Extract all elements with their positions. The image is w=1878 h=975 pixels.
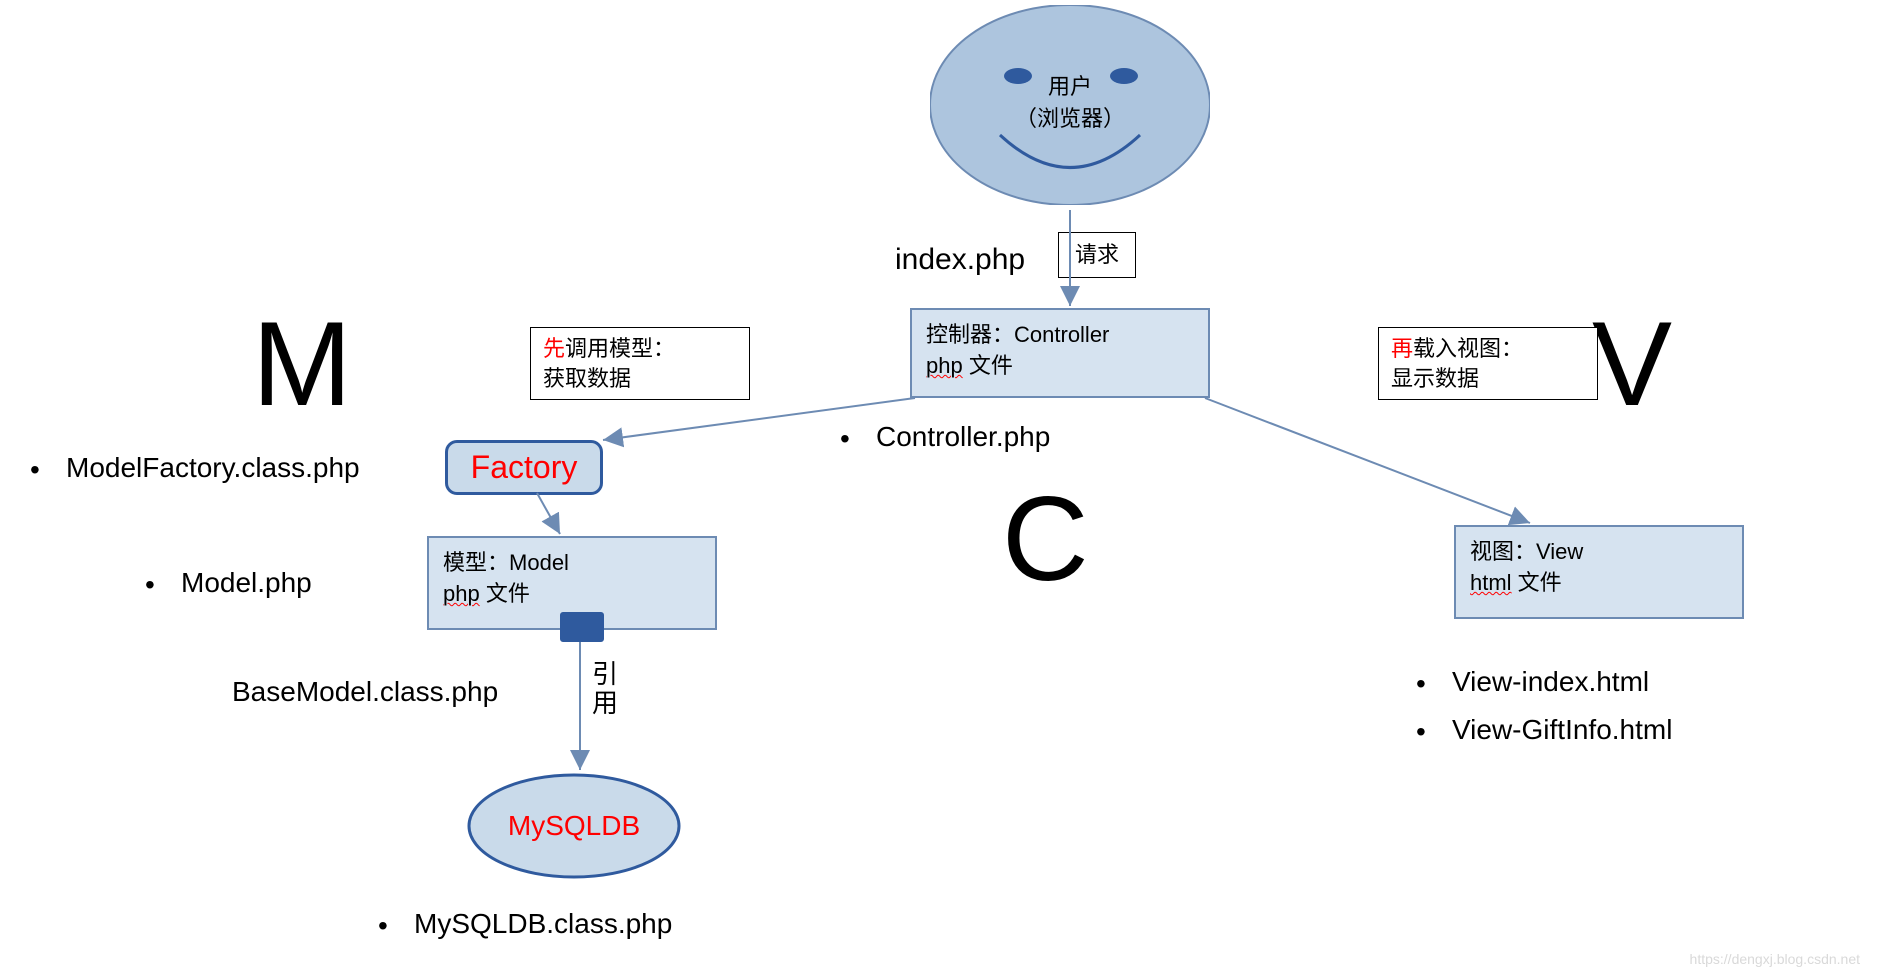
index-php-label: index.php (895, 243, 1025, 277)
controller-node: 控制器：Controller php 文件 (910, 308, 1210, 398)
mysqldb-node: MySQLDB (466, 772, 682, 880)
view-giftinfo-bullet: View-GiftInfo.html (1416, 710, 1672, 751)
user-label-line2: （浏览器） (930, 101, 1210, 133)
mysqldb-bullet: MySQLDB.class.php (378, 904, 672, 945)
request-note: 请求 (1058, 232, 1136, 278)
modelfactory-bullet: ModelFactory.class.php (30, 448, 360, 489)
view-note: 再载入视图： 显示数据 (1378, 327, 1598, 400)
basemodel-bullet: BaseModel.class.php (232, 672, 498, 711)
model-note: 先调用模型： 获取数据 (530, 327, 750, 400)
model-php-bullet: Model.php (145, 563, 312, 604)
reference-label: 引 用 (592, 660, 618, 717)
controller-php-bullet: Controller.php (840, 417, 1050, 458)
view-node: 视图：View html 文件 (1454, 525, 1744, 619)
basemodel-stub-block (560, 612, 604, 642)
view-index-bullet: View-index.html (1416, 662, 1649, 703)
factory-node: Factory (445, 440, 603, 495)
letter-m: M (252, 295, 352, 433)
user-face-node: 用户 （浏览器） (930, 5, 1210, 205)
watermark: https://dengxj.blog.csdn.net (1690, 951, 1860, 967)
letter-c: C (1002, 470, 1089, 608)
letter-v: V (1592, 295, 1672, 433)
user-label-line1: 用户 (930, 69, 1210, 101)
